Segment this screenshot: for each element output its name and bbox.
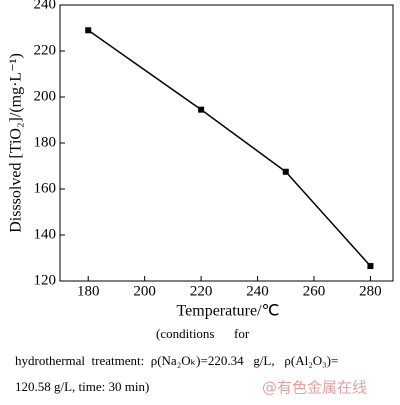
x-tick-label: 220 — [190, 283, 213, 299]
data-point — [198, 106, 205, 113]
x-axis-label: Temperature/℃ — [176, 303, 279, 320]
data-point — [367, 263, 374, 270]
x-tick-label: 260 — [303, 283, 326, 299]
x-tick-label: 180 — [77, 283, 100, 299]
x-tick-label: 200 — [133, 283, 156, 299]
watermark: @有色金属在线 — [262, 379, 367, 397]
data-point — [282, 168, 289, 175]
y-tick-label: 120 — [34, 272, 57, 288]
data-line — [87, 29, 371, 267]
y-axis-label: Disssolved [TiO₂]/(mg·L⁻¹) — [8, 53, 25, 233]
y-tick-label: 140 — [34, 226, 57, 242]
caption-line: 120.58 g/L, time: 30 min) — [15, 379, 149, 394]
y-tick-label: 160 — [34, 180, 57, 196]
y-tick-label: 220 — [34, 42, 57, 58]
x-tick-label: 280 — [359, 283, 382, 299]
data-point — [85, 27, 92, 34]
y-tick-label: 180 — [34, 134, 57, 150]
caption-line: hydrothermal treatment: ρ(Na₂Oₖ)=220.34 … — [15, 353, 338, 368]
y-tick-label: 240 — [34, 0, 57, 12]
y-tick-label: 200 — [34, 88, 57, 104]
x-tick-label: 240 — [246, 283, 269, 299]
caption-line: (conditions for — [156, 326, 250, 341]
